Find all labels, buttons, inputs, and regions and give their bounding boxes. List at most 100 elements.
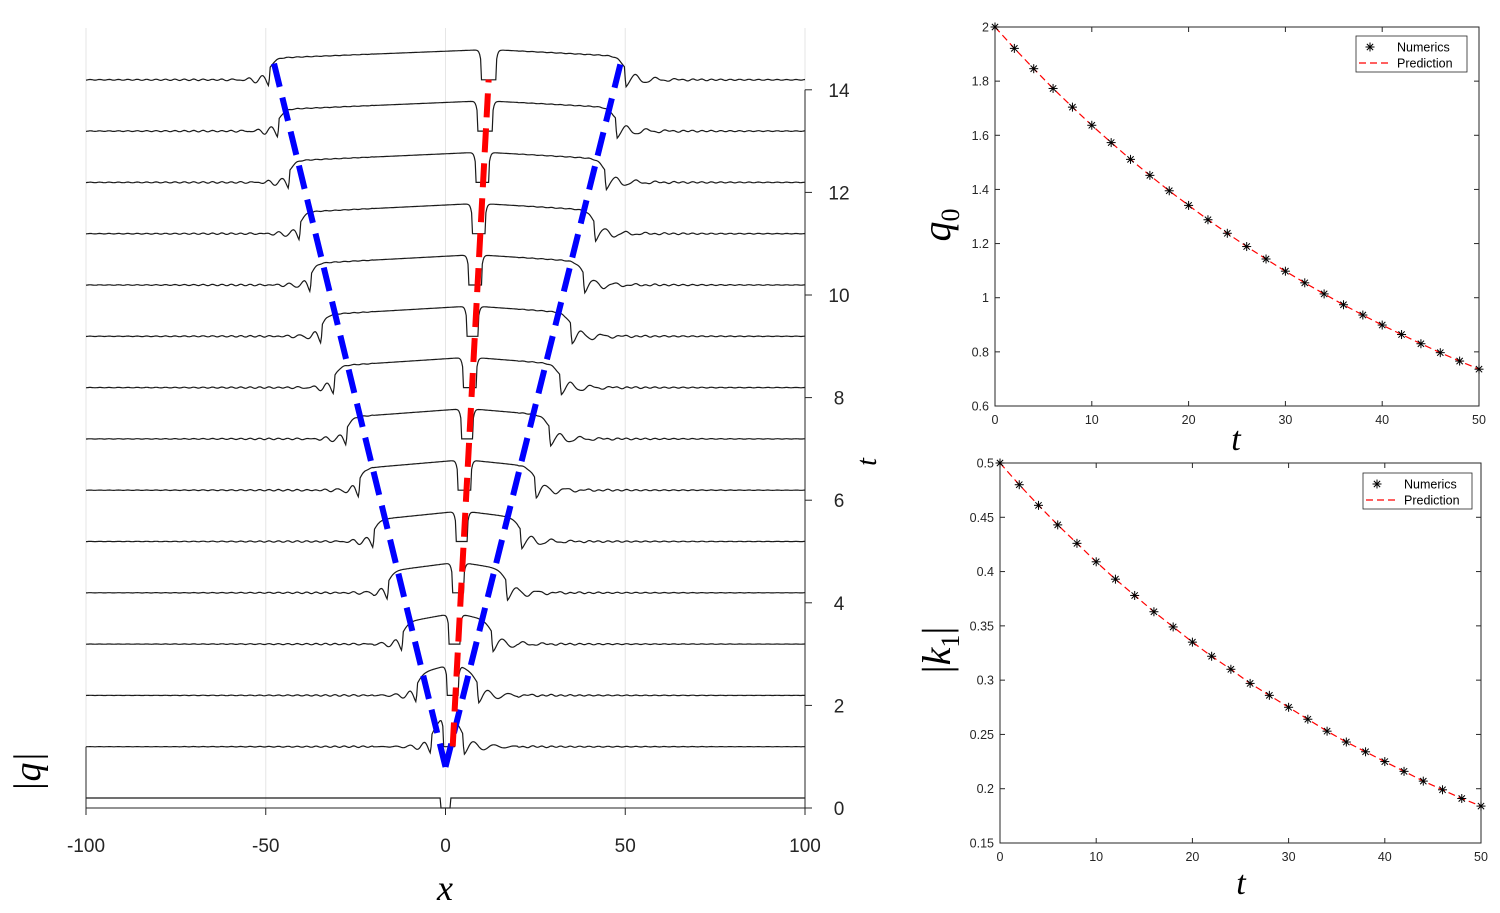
- q0-numerics-point: [1377, 320, 1387, 330]
- q0-numerics-point: [1222, 228, 1232, 238]
- waterfall-profile-line: [85, 100, 806, 140]
- q0-ylabel: q0: [914, 209, 965, 242]
- waterfall-panel: -100 -50 0 50 100 0 2 4 6 8 10 12 14 x t |q|: [7, 28, 883, 908]
- waterfall-overlay-lines: [270, 58, 625, 768]
- q0-ylabel-subscript: 0: [936, 209, 965, 222]
- k1-numerics-point: [1149, 607, 1159, 617]
- q0-legend-box: [1355, 35, 1468, 73]
- k1-x-tick-label: 30: [1282, 850, 1296, 864]
- k1-legend-prediction-label: Prediction: [1404, 494, 1460, 508]
- k1-y-tick-label: 0.4: [977, 565, 994, 579]
- q0-panel: 0 10 20 30 40 50 0.6 0.8 1 1.2 1.4 1.6 1.8 2 Numerics P…: [972, 21, 1486, 428]
- q0-numerics-point: [1145, 170, 1155, 180]
- q0-y-tick-label: 0.8: [972, 345, 989, 359]
- waterfall-t-tick-label: 8: [834, 389, 845, 410]
- waterfall-t-tick-label: 4: [834, 594, 845, 615]
- k1-ylabel: |k1|: [914, 627, 965, 674]
- waterfall-profile-line: [85, 357, 806, 396]
- k1-numerics-point: [1303, 714, 1313, 724]
- k1-numerics-point: [1091, 557, 1101, 567]
- waterfall-profile-line: [86, 511, 805, 551]
- k1-y-tick-label: 0.35: [970, 619, 994, 633]
- k1-panel: 0 10 20 30 40 50 0.15 0.2 0.25 0.3 0.35 0.4 0.45 0.5 N…: [970, 457, 1488, 865]
- waterfall-t-tick-label: 2: [834, 696, 845, 717]
- k1-numerics-point: [1033, 500, 1043, 510]
- waterfall-t-tick-label: 10: [828, 286, 849, 307]
- k1-y-tick-label: 0.2: [977, 782, 994, 796]
- k1-numerics-point: [995, 458, 1005, 468]
- waterfall-axes: -100 -50 0 50 100 0 2 4 6 8 10 12 14: [67, 81, 850, 857]
- q0-x-tick-label: 30: [1278, 413, 1292, 427]
- k1-x-tick-label: 10: [1089, 850, 1103, 864]
- waterfall-profile-line: [85, 666, 806, 705]
- q0-numerics-point: [1242, 242, 1252, 252]
- waterfall-x-tick-label: 100: [789, 836, 821, 857]
- q0-numerics-point: [1009, 43, 1019, 53]
- k1-y-tick-label: 0.15: [970, 837, 994, 851]
- k1-numerics-point: [1476, 801, 1486, 811]
- k1-legend-box: [1362, 472, 1473, 510]
- k1-x-tick-label: 50: [1474, 850, 1488, 864]
- k1-numerics-point: [1053, 520, 1063, 530]
- outer-front-line: [442, 58, 625, 768]
- q0-numerics-point: [1397, 330, 1407, 340]
- k1-numerics-point: [1168, 622, 1178, 632]
- waterfall-profile-line: [85, 203, 806, 243]
- q0-numerics-point: [1029, 64, 1039, 74]
- waterfall-t-tick-label: 14: [828, 81, 850, 102]
- q0-xlabel: t: [1231, 421, 1242, 458]
- q0-plot-area: [994, 26, 1480, 407]
- waterfall-profile-line: [86, 460, 805, 500]
- q0-numerics-point: [1067, 102, 1077, 112]
- waterfall-t-tick-label: 6: [834, 491, 845, 512]
- k1-numerics-point: [1438, 785, 1448, 795]
- outer-front-line: [270, 58, 449, 768]
- k1-numerics-point: [1322, 726, 1332, 736]
- k1-numerics-point: [1264, 690, 1274, 700]
- q0-numerics-point: [1048, 83, 1058, 93]
- waterfall-profile-line: [85, 719, 806, 756]
- k1-numerics-point: [1284, 702, 1294, 712]
- q0-numerics-point: [1106, 138, 1116, 148]
- k1-numerics-point: [1130, 590, 1140, 600]
- waterfall-x-tick-label: 0: [440, 836, 451, 857]
- waterfall-gridlines: [85, 28, 806, 808]
- k1-y-tick-label: 0.3: [977, 674, 994, 688]
- k1-xlabel: t: [1236, 865, 1247, 902]
- waterfall-profile-line: [86, 563, 805, 602]
- k1-plot-area: [999, 462, 1482, 844]
- waterfall-qlabel: |q|: [7, 752, 49, 792]
- waterfall-profile-line: [85, 306, 806, 345]
- k1-x-tick-label: 20: [1185, 850, 1199, 864]
- k1-x-tick-label: 0: [997, 850, 1004, 864]
- k1-y-tick-label: 0.45: [970, 511, 994, 525]
- waterfall-profile-line: [86, 408, 805, 448]
- q0-numerics-point: [1338, 300, 1348, 310]
- waterfall-profile-line: [86, 614, 805, 653]
- q0-x-tick-label: 10: [1085, 413, 1099, 427]
- k1-numerics-point: [1418, 776, 1428, 786]
- q0-y-tick-label: 0.6: [972, 400, 989, 414]
- k1-y-tick-label: 0.5: [977, 457, 994, 471]
- q0-x-tick-label: 40: [1375, 413, 1389, 427]
- waterfall-x-tick-label: -100: [67, 836, 105, 857]
- q0-y-tick-label: 1.2: [972, 237, 989, 251]
- k1-numerics-point: [1399, 766, 1409, 776]
- k1-numerics-point: [1380, 757, 1390, 767]
- q0-y-tick-label: 1.8: [972, 75, 989, 89]
- q0-legend-prediction-label: Prediction: [1397, 57, 1453, 71]
- k1-legend-asterisk: [1372, 479, 1382, 489]
- inner-front-line: [449, 79, 492, 747]
- k1-numerics-point: [1226, 664, 1236, 674]
- q0-numerics-point: [1087, 120, 1097, 130]
- waterfall-profile-line: [85, 152, 806, 192]
- q0-numerics-point: [1184, 200, 1194, 210]
- waterfall-x-tick-label: -50: [252, 836, 279, 857]
- q0-numerics-point: [1300, 278, 1310, 288]
- waterfall-profiles: [85, 49, 806, 809]
- k1-y-tick-label: 0.25: [970, 728, 994, 742]
- k1-numerics-point: [1341, 737, 1351, 747]
- q0-numerics-point: [1416, 339, 1426, 349]
- q0-numerics-point: [1435, 348, 1445, 358]
- k1-numerics-point: [1072, 538, 1082, 548]
